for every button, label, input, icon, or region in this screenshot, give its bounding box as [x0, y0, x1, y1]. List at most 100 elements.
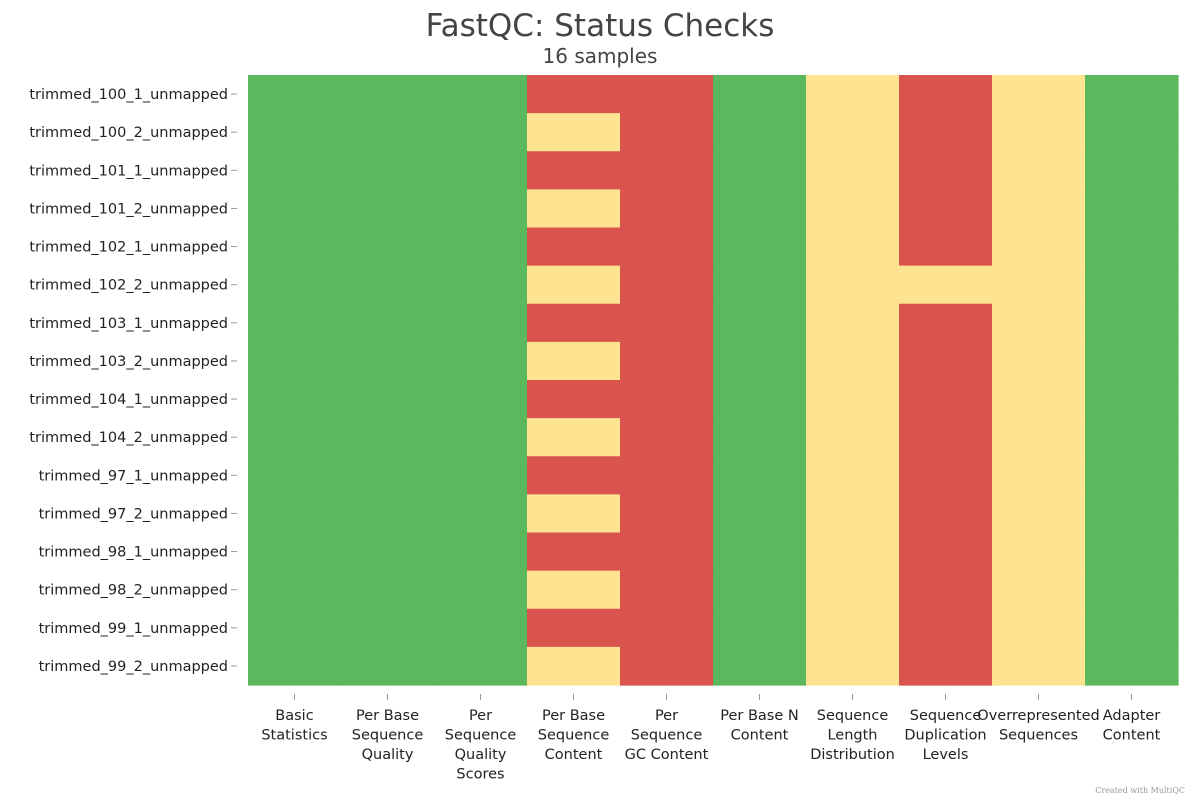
- heatmap-cell[interactable]: [1085, 341, 1179, 381]
- heatmap-cell[interactable]: [248, 303, 342, 343]
- heatmap-cell[interactable]: [434, 608, 528, 648]
- heatmap-cell[interactable]: [620, 532, 714, 572]
- heatmap-cell[interactable]: [806, 456, 900, 495]
- heatmap-cell[interactable]: [248, 227, 342, 267]
- heatmap-cell[interactable]: [806, 570, 900, 610]
- heatmap-cell[interactable]: [620, 494, 714, 534]
- heatmap-cell[interactable]: [434, 227, 528, 267]
- heatmap-cell[interactable]: [713, 75, 807, 114]
- heatmap-cell[interactable]: [620, 380, 714, 419]
- heatmap-cell[interactable]: [899, 265, 993, 305]
- heatmap-cell[interactable]: [248, 189, 342, 229]
- heatmap-cell[interactable]: [992, 494, 1086, 534]
- heatmap-cell[interactable]: [806, 341, 900, 381]
- heatmap-cell[interactable]: [713, 341, 807, 381]
- heatmap-cell[interactable]: [1085, 608, 1179, 648]
- heatmap-cell[interactable]: [248, 570, 342, 610]
- heatmap-cell[interactable]: [713, 303, 807, 343]
- heatmap-cell[interactable]: [899, 189, 993, 229]
- heatmap-cell[interactable]: [341, 494, 435, 534]
- heatmap-cell[interactable]: [527, 265, 621, 305]
- heatmap-cell[interactable]: [1085, 265, 1179, 305]
- heatmap-cell[interactable]: [341, 532, 435, 572]
- heatmap-cell[interactable]: [527, 646, 621, 686]
- heatmap-cell[interactable]: [806, 265, 900, 305]
- heatmap-cell[interactable]: [620, 227, 714, 267]
- heatmap-cell[interactable]: [341, 380, 435, 419]
- heatmap-cell[interactable]: [899, 341, 993, 381]
- heatmap-cell[interactable]: [341, 341, 435, 381]
- heatmap-cell[interactable]: [899, 227, 993, 267]
- heatmap-cell[interactable]: [1085, 303, 1179, 343]
- heatmap-cell[interactable]: [992, 418, 1086, 457]
- heatmap-cell[interactable]: [248, 532, 342, 572]
- heatmap-cell[interactable]: [992, 608, 1086, 648]
- heatmap-cell[interactable]: [434, 265, 528, 305]
- heatmap-cell[interactable]: [341, 570, 435, 610]
- heatmap-cell[interactable]: [620, 189, 714, 229]
- heatmap-cell[interactable]: [899, 456, 993, 495]
- heatmap-cell[interactable]: [434, 646, 528, 686]
- heatmap-cell[interactable]: [434, 189, 528, 229]
- heatmap-cell[interactable]: [434, 303, 528, 343]
- heatmap-cell[interactable]: [1085, 151, 1179, 190]
- heatmap-cell[interactable]: [434, 418, 528, 457]
- heatmap-cell[interactable]: [899, 608, 993, 648]
- heatmap-cell[interactable]: [434, 380, 528, 419]
- heatmap-cell[interactable]: [713, 494, 807, 534]
- heatmap-cell[interactable]: [713, 456, 807, 495]
- heatmap-cell[interactable]: [899, 151, 993, 190]
- heatmap-cell[interactable]: [620, 265, 714, 305]
- heatmap-cell[interactable]: [899, 570, 993, 610]
- heatmap-cell[interactable]: [341, 646, 435, 686]
- heatmap-cell[interactable]: [992, 303, 1086, 343]
- heatmap-cell[interactable]: [527, 113, 621, 152]
- heatmap-cell[interactable]: [806, 532, 900, 572]
- heatmap-cell[interactable]: [341, 418, 435, 457]
- heatmap-cell[interactable]: [527, 380, 621, 419]
- heatmap-cell[interactable]: [527, 151, 621, 190]
- heatmap-cell[interactable]: [248, 113, 342, 152]
- heatmap-cell[interactable]: [1085, 418, 1179, 457]
- heatmap-cell[interactable]: [806, 189, 900, 229]
- heatmap-cell[interactable]: [341, 189, 435, 229]
- heatmap-cell[interactable]: [992, 265, 1086, 305]
- heatmap-cell[interactable]: [1085, 189, 1179, 229]
- heatmap-cell[interactable]: [620, 418, 714, 457]
- heatmap-cell[interactable]: [620, 75, 714, 114]
- heatmap-cell[interactable]: [1085, 456, 1179, 495]
- heatmap-cell[interactable]: [806, 303, 900, 343]
- heatmap-cell[interactable]: [527, 456, 621, 495]
- heatmap-cell[interactable]: [1085, 532, 1179, 572]
- heatmap-cell[interactable]: [713, 418, 807, 457]
- heatmap-cell[interactable]: [248, 265, 342, 305]
- heatmap-cell[interactable]: [248, 646, 342, 686]
- heatmap-cell[interactable]: [620, 341, 714, 381]
- heatmap-cell[interactable]: [434, 151, 528, 190]
- heatmap-cell[interactable]: [248, 418, 342, 457]
- heatmap-cell[interactable]: [620, 303, 714, 343]
- heatmap-cell[interactable]: [1085, 494, 1179, 534]
- heatmap-cell[interactable]: [806, 227, 900, 267]
- heatmap-cell[interactable]: [899, 646, 993, 686]
- heatmap-cell[interactable]: [806, 608, 900, 648]
- heatmap-cell[interactable]: [899, 303, 993, 343]
- heatmap-cell[interactable]: [992, 189, 1086, 229]
- heatmap-cell[interactable]: [713, 189, 807, 229]
- heatmap-cell[interactable]: [992, 380, 1086, 419]
- heatmap-cell[interactable]: [527, 532, 621, 572]
- heatmap-cell[interactable]: [434, 75, 528, 114]
- heatmap-cell[interactable]: [527, 75, 621, 114]
- heatmap-cell[interactable]: [806, 75, 900, 114]
- heatmap-cell[interactable]: [620, 608, 714, 648]
- heatmap-cell[interactable]: [1085, 113, 1179, 152]
- heatmap-cell[interactable]: [341, 265, 435, 305]
- heatmap-cell[interactable]: [434, 341, 528, 381]
- heatmap-cell[interactable]: [248, 456, 342, 495]
- heatmap-cell[interactable]: [434, 494, 528, 534]
- heatmap-cell[interactable]: [527, 494, 621, 534]
- heatmap-cell[interactable]: [1085, 646, 1179, 686]
- heatmap-cell[interactable]: [527, 341, 621, 381]
- heatmap-cell[interactable]: [992, 456, 1086, 495]
- heatmap-cell[interactable]: [713, 570, 807, 610]
